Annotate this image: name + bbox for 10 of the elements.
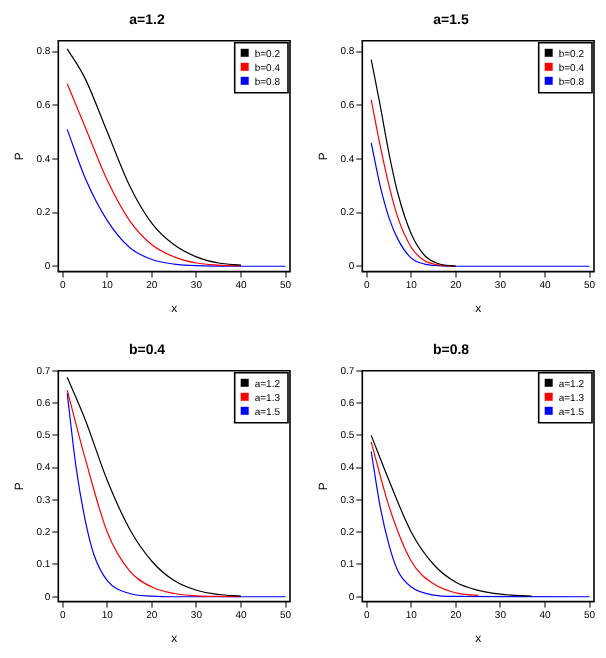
line-series bbox=[370, 450, 591, 598]
line-series bbox=[66, 83, 242, 267]
line-series bbox=[370, 58, 457, 267]
line-series bbox=[66, 392, 287, 598]
line-series bbox=[370, 142, 591, 267]
line-series bbox=[370, 434, 533, 597]
line-series bbox=[370, 441, 479, 597]
line-series bbox=[66, 128, 287, 267]
line-series bbox=[66, 48, 242, 266]
line-series bbox=[370, 99, 457, 267]
